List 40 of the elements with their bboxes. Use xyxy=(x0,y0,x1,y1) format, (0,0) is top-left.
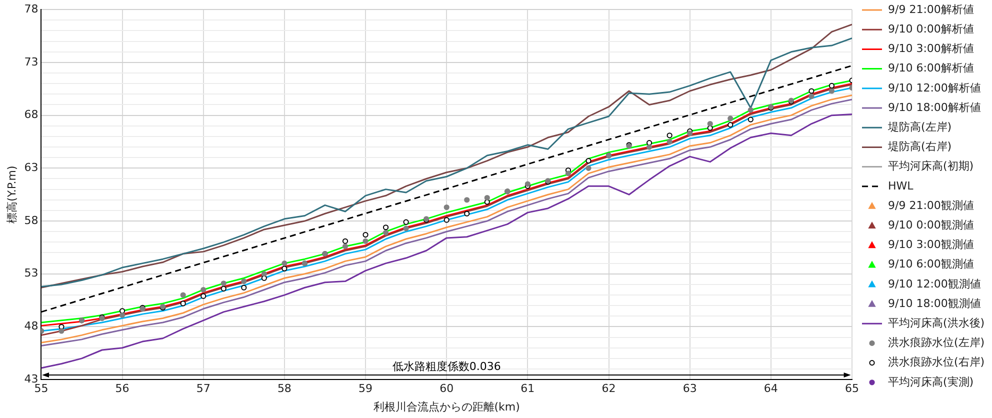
legend-label: 9/9 21:00観測値 xyxy=(888,198,974,212)
legend-label: 9/10 6:00観測値 xyxy=(888,258,974,271)
legend-label: 9/10 0:00解析値 xyxy=(888,22,974,36)
x-tick-label: 65 xyxy=(845,382,859,396)
x-tick-label: 58 xyxy=(277,382,292,396)
legend-label: 洪水痕跡水位(左岸) xyxy=(888,336,985,350)
y-tick-label: 68 xyxy=(24,108,38,122)
legend-label: 9/10 18:00解析値 xyxy=(888,100,981,114)
legend-label: 9/10 3:00解析値 xyxy=(888,42,974,56)
annotation: 低水路粗度係数0.036 xyxy=(392,360,501,373)
y-tick-label: 78 xyxy=(24,2,38,16)
legend-label: 9/10 12:00解析値 xyxy=(888,81,981,94)
legend-label: 平均河床高(実測) xyxy=(888,375,974,388)
legend-label: 9/10 0:00観測値 xyxy=(888,218,974,232)
y-tick-label: 73 xyxy=(24,55,38,68)
y-tick-label: 58 xyxy=(24,214,38,227)
legend-label: 洪水痕跡水位(右岸) xyxy=(888,356,985,369)
legend-label: 9/10 18:00観測値 xyxy=(888,296,981,310)
x-tick-label: 61 xyxy=(520,382,535,396)
legend-label: 平均河床高(初期) xyxy=(888,160,974,173)
y-tick-label: 63 xyxy=(24,161,38,174)
x-tick-label: 60 xyxy=(440,382,454,396)
legend-label: 平均河床高(洪水後) xyxy=(888,316,985,330)
y-axis-title: 標高(Y.P.m) xyxy=(5,166,18,224)
x-tick-label: 62 xyxy=(602,382,616,396)
y-tick-label: 48 xyxy=(24,320,38,333)
x-tick-label: 59 xyxy=(358,382,373,396)
legend-label: HWL xyxy=(888,179,914,192)
legend-label: 堤防高(右岸) xyxy=(887,140,952,154)
legend-label: 9/10 12:00観測値 xyxy=(888,277,981,290)
x-tick-label: 56 xyxy=(115,382,130,396)
x-tick-label: 64 xyxy=(764,382,778,396)
x-axis-title: 利根川合流点からの距離(km) xyxy=(373,400,520,414)
y-tick-label: 53 xyxy=(24,266,38,280)
legend-label: 9/9 21:00解析値 xyxy=(888,2,974,16)
legend-label: 9/10 3:00観測値 xyxy=(888,238,974,252)
x-tick-label: 57 xyxy=(196,382,210,396)
x-tick-label: 63 xyxy=(682,382,697,396)
legend-label: 9/10 6:00解析値 xyxy=(888,62,974,75)
legend-label: 堤防高(左岸) xyxy=(887,120,952,134)
